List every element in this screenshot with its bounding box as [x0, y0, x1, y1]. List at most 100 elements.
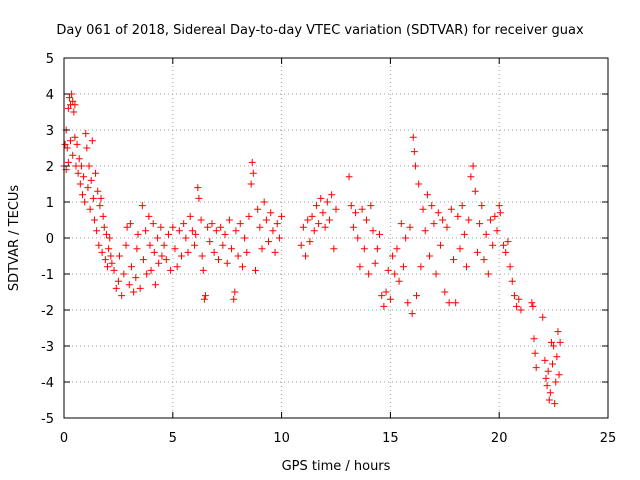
- data-point: [73, 140, 81, 148]
- data-point: [328, 191, 336, 199]
- data-point: [110, 266, 118, 274]
- data-point: [532, 364, 540, 372]
- data-point: [223, 259, 231, 267]
- data-point: [504, 238, 512, 246]
- data-point: [402, 234, 410, 242]
- data-point: [544, 367, 552, 375]
- data-point: [245, 212, 253, 220]
- data-point: [136, 284, 144, 292]
- data-point: [258, 245, 266, 253]
- data-point: [105, 245, 113, 253]
- data-point: [528, 299, 536, 307]
- data-point: [502, 248, 510, 256]
- data-point: [395, 277, 403, 285]
- data-point: [87, 176, 95, 184]
- data-point: [482, 230, 490, 238]
- data-point: [188, 227, 196, 235]
- data-point: [515, 295, 523, 303]
- data-point: [397, 220, 405, 228]
- data-point: [118, 292, 126, 300]
- y-axis: -5 -4 -3 -2 -1 0 1 2 3 4 5: [41, 52, 608, 427]
- data-point: [391, 270, 399, 278]
- data-point: [107, 252, 115, 260]
- data-point: [134, 230, 142, 238]
- data-point: [345, 173, 353, 181]
- data-point: [94, 187, 102, 195]
- data-point: [151, 281, 159, 289]
- data-point: [517, 306, 525, 314]
- data-point: [145, 212, 153, 220]
- x-axis-label: GPS time / hours: [282, 459, 391, 474]
- data-point: [97, 194, 105, 202]
- y-tick-label: -3: [41, 340, 54, 355]
- data-point: [90, 216, 98, 224]
- data-point: [99, 212, 107, 220]
- data-point: [230, 295, 238, 303]
- data-point: [212, 227, 220, 235]
- data-point: [80, 173, 88, 181]
- data-point: [550, 342, 558, 350]
- data-point: [463, 263, 471, 271]
- data-point: [184, 248, 192, 256]
- data-point: [275, 234, 283, 242]
- data-point: [78, 191, 86, 199]
- data-point: [330, 245, 338, 253]
- data-point: [197, 216, 205, 224]
- data-point: [130, 288, 138, 296]
- data-point: [89, 194, 97, 202]
- data-point: [157, 223, 165, 231]
- data-point: [70, 108, 78, 116]
- data-point: [214, 256, 222, 264]
- data-point: [169, 223, 177, 231]
- data-point: [546, 389, 554, 397]
- data-point: [254, 205, 262, 213]
- data-point: [373, 245, 381, 253]
- data-point: [543, 382, 551, 390]
- data-point: [162, 256, 170, 264]
- data-point: [434, 209, 442, 217]
- data-point: [138, 202, 146, 210]
- data-point: [238, 263, 246, 271]
- data-point: [75, 155, 83, 163]
- data-point: [321, 223, 329, 231]
- data-point: [493, 227, 501, 235]
- data-point: [149, 220, 157, 228]
- data-point: [101, 256, 109, 264]
- data-point: [260, 198, 268, 206]
- data-point: [102, 230, 110, 238]
- data-point: [439, 216, 447, 224]
- data-point: [126, 220, 134, 228]
- data-point: [308, 212, 316, 220]
- data-point: [554, 328, 562, 336]
- data-point: [556, 338, 564, 346]
- data-point: [63, 144, 71, 152]
- data-point: [61, 140, 69, 148]
- data-point: [306, 238, 314, 246]
- data-point: [86, 205, 94, 213]
- data-point: [508, 277, 516, 285]
- x-tick-label: 0: [60, 431, 68, 446]
- data-point: [122, 241, 130, 249]
- data-point: [139, 256, 147, 264]
- y-tick-label: 1: [46, 196, 54, 211]
- data-point: [167, 266, 175, 274]
- data-point: [249, 169, 257, 177]
- data-point: [552, 378, 560, 386]
- data-point: [545, 396, 553, 404]
- data-point: [219, 241, 227, 249]
- data-point: [150, 248, 158, 256]
- data-point: [232, 227, 240, 235]
- data-point: [123, 223, 131, 231]
- data-point: [271, 248, 279, 256]
- data-point: [231, 288, 239, 296]
- data-point: [317, 194, 325, 202]
- data-point: [265, 238, 273, 246]
- data-point: [356, 263, 364, 271]
- data-point: [555, 371, 563, 379]
- data-point: [175, 227, 183, 235]
- data-point: [432, 270, 440, 278]
- data-point: [147, 266, 155, 274]
- data-point: [426, 252, 434, 260]
- x-tick-label: 20: [491, 431, 508, 446]
- data-point: [354, 234, 362, 242]
